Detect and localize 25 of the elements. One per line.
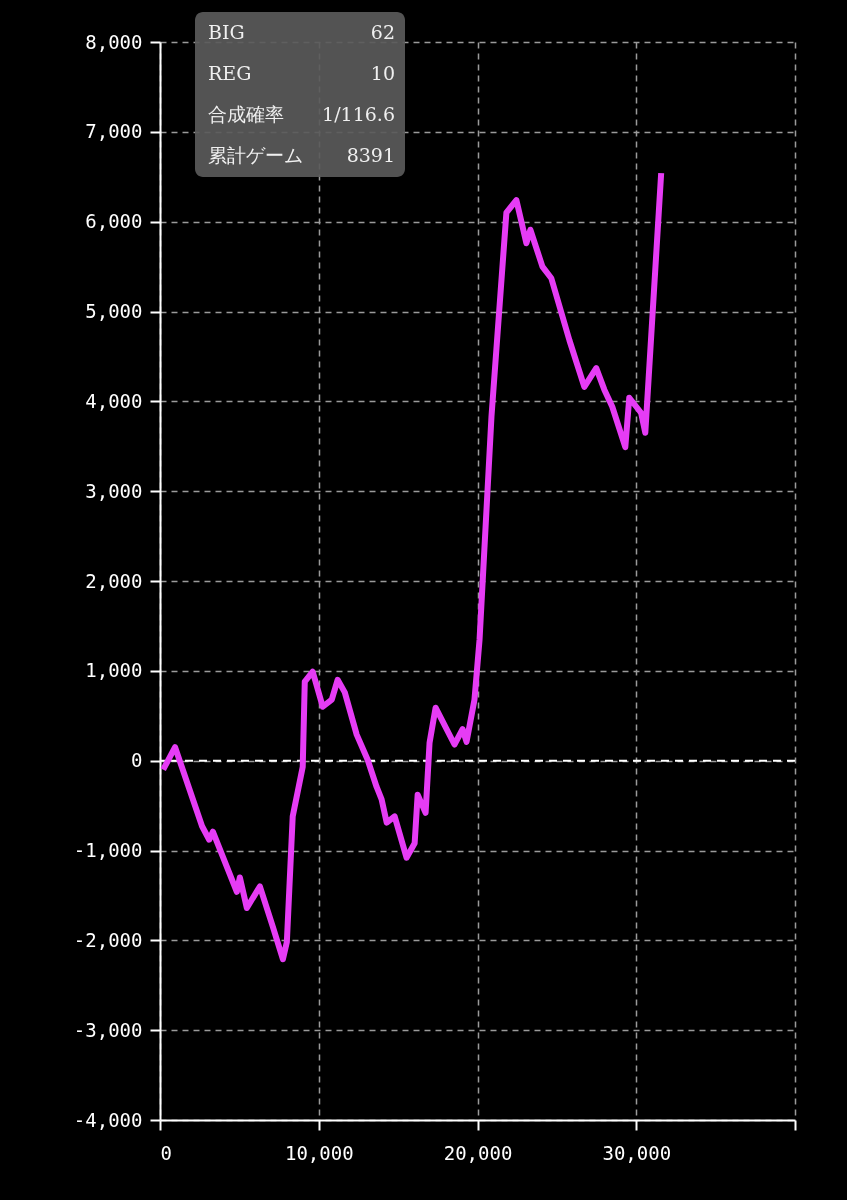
- y-tick-label: 7,000: [85, 120, 143, 143]
- y-tick-label: -4,000: [73, 1108, 143, 1131]
- annotation: REG: [208, 62, 252, 84]
- y-tick-label: 2,000: [85, 569, 143, 592]
- x-tick-label: 20,000: [443, 1141, 513, 1164]
- y-tick-label: 1,000: [85, 659, 143, 682]
- annotation: BIG: [208, 21, 245, 43]
- y-tick-label: -3,000: [73, 1018, 143, 1041]
- annotation: 1/116.6: [322, 103, 395, 125]
- y-tick-label: 3,000: [85, 479, 143, 502]
- y-tick-label: 6,000: [85, 210, 143, 233]
- y-tick-label: 0: [131, 749, 143, 772]
- y-tick-label: -1,000: [73, 839, 143, 861]
- annotation: 10: [370, 62, 395, 84]
- y-tick-label: 4,000: [85, 389, 143, 412]
- annotation: 合成確率: [208, 103, 284, 125]
- y-tick-label: 8,000: [85, 30, 143, 53]
- annotation: 累計ゲーム: [208, 144, 303, 166]
- x-tick-label: 30,000: [602, 1141, 672, 1164]
- y-tick-label: 5,000: [85, 300, 143, 322]
- x-tick-label: 0: [160, 1141, 172, 1164]
- y-tick-label: -2,000: [73, 928, 143, 951]
- annotation: 62: [370, 21, 395, 43]
- x-tick-label: 10,000: [284, 1141, 354, 1164]
- annotation: 8391: [346, 144, 395, 166]
